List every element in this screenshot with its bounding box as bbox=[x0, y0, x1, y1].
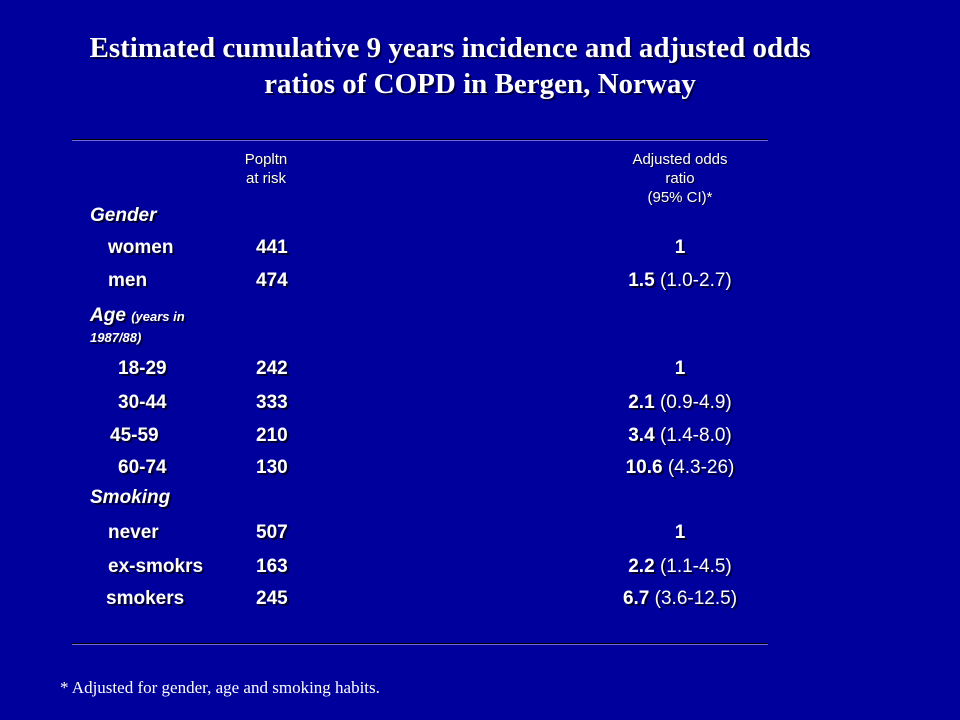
row-label: 60-74 bbox=[118, 457, 167, 478]
odds-ratio-header-line-2: ratio bbox=[665, 170, 695, 187]
row-population: 130 bbox=[256, 457, 288, 478]
row-odds-ratio: 6.7 (3.6-12.5) bbox=[560, 588, 800, 610]
row-population: 474 bbox=[256, 270, 288, 291]
section-gender: Gender bbox=[90, 205, 157, 226]
confidence-interval: (1.4-8.0) bbox=[659, 425, 732, 446]
confidence-interval: (4.3-26) bbox=[667, 457, 735, 478]
odds-ratio-value: 2.2 bbox=[628, 556, 655, 577]
row-label: never bbox=[108, 522, 159, 543]
row-odds-ratio: 10.6 (4.3-26) bbox=[560, 457, 800, 479]
row-population: 333 bbox=[256, 392, 288, 413]
section-age-label: Age bbox=[90, 305, 126, 326]
odds-ratio-value: 1 bbox=[674, 358, 686, 379]
row-population: 210 bbox=[256, 425, 288, 446]
row-odds-ratio: 1 bbox=[560, 522, 800, 544]
odds-ratio-header: Adjusted odds ratio (95% CI)* bbox=[580, 150, 780, 207]
slide-title: Estimated cumulative 9 years incidence a… bbox=[0, 30, 960, 102]
section-smoking: Smoking bbox=[90, 487, 171, 508]
table-top-rule bbox=[72, 139, 768, 141]
row-population: 441 bbox=[256, 237, 288, 258]
odds-ratio-value: 2.1 bbox=[628, 392, 655, 413]
row-population: 507 bbox=[256, 522, 288, 543]
odds-ratio-value: 3.4 bbox=[628, 425, 655, 446]
title-line-2: ratios of COPD in Bergen, Norway bbox=[264, 68, 696, 100]
row-population: 163 bbox=[256, 556, 288, 577]
title-line-1: Estimated cumulative 9 years incidence a… bbox=[89, 32, 811, 64]
row-label: women bbox=[108, 237, 174, 258]
row-population: 245 bbox=[256, 588, 288, 609]
row-odds-ratio: 1 bbox=[560, 358, 800, 380]
odds-ratio-header-line-1: Adjusted odds bbox=[632, 151, 728, 168]
population-header: Popltn at risk bbox=[226, 150, 306, 188]
row-label: ex-smokrs bbox=[108, 556, 204, 577]
row-population: 242 bbox=[256, 358, 288, 379]
population-header-line-2: at risk bbox=[245, 170, 286, 187]
section-age: Age (years in bbox=[90, 305, 185, 327]
odds-ratio-value: 1 bbox=[674, 237, 686, 258]
row-label: 30-44 bbox=[118, 392, 167, 413]
odds-ratio-value: 10.6 bbox=[625, 457, 663, 478]
odds-ratio-value: 6.7 bbox=[622, 588, 650, 609]
row-odds-ratio: 2.2 (1.1-4.5) bbox=[560, 556, 800, 578]
row-label: 18-29 bbox=[118, 358, 167, 379]
row-odds-ratio: 3.4 (1.4-8.0) bbox=[560, 425, 800, 447]
footnote: * Adjusted for gender, age and smoking h… bbox=[60, 678, 380, 697]
row-odds-ratio: 1 bbox=[560, 237, 800, 259]
section-age-sub-2: 1987/88) bbox=[90, 330, 142, 345]
row-label: 45-59 bbox=[110, 425, 159, 446]
row-odds-ratio: 2.1 (0.9-4.9) bbox=[560, 392, 800, 414]
confidence-interval: (1.1-4.5) bbox=[659, 556, 732, 577]
confidence-interval: (0.9-4.9) bbox=[659, 392, 732, 413]
row-label: men bbox=[108, 270, 148, 291]
odds-ratio-value: 1 bbox=[674, 522, 686, 543]
section-age-sub: (years in bbox=[131, 309, 185, 324]
row-label: smokers bbox=[106, 588, 185, 609]
odds-ratio-value: 1.5 bbox=[628, 270, 655, 291]
confidence-interval: (1.0-2.7) bbox=[659, 270, 732, 291]
population-header-line-1: Popltn bbox=[244, 151, 288, 168]
table-bottom-rule bbox=[72, 643, 768, 645]
row-odds-ratio: 1.5 (1.0-2.7) bbox=[560, 270, 800, 292]
odds-ratio-header-line-3: (95% CI)* bbox=[647, 189, 713, 206]
confidence-interval: (3.6-12.5) bbox=[654, 588, 738, 609]
